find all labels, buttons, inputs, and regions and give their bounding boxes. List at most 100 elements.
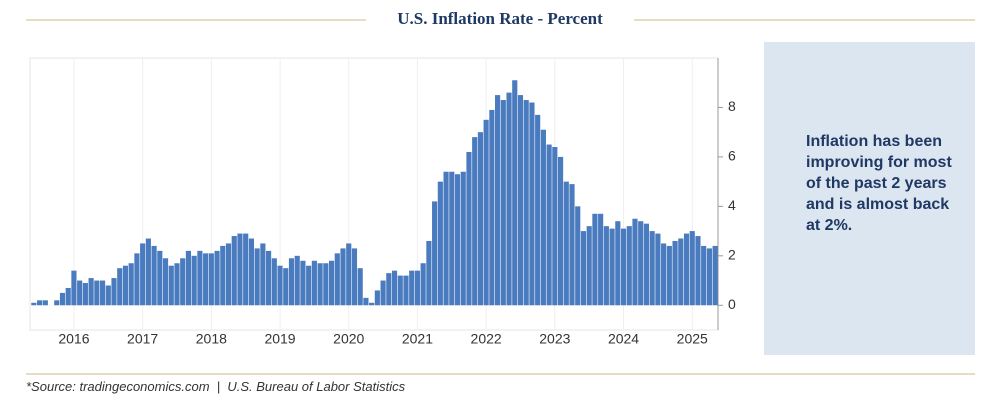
bar [598,213,604,306]
bar [82,283,88,306]
bar [695,236,701,306]
bar [174,263,180,306]
bar [214,250,220,306]
bar [409,270,415,306]
x-tick-label: 2016 [58,331,89,347]
bar [483,119,489,306]
bar [260,243,266,306]
bar [294,255,300,306]
bar [248,238,254,306]
bar [317,263,323,306]
bar [122,265,129,306]
bar [185,250,192,306]
bar [243,233,249,306]
bar [157,250,163,306]
bar [99,280,106,306]
bar [328,260,335,306]
x-tick-label: 2021 [402,331,433,347]
bar [529,102,535,306]
x-tick-label: 2019 [264,331,295,347]
bar [231,236,237,306]
bar [426,240,432,306]
x-tick-label: 2017 [127,331,158,347]
bar [495,95,501,306]
bar [535,114,541,306]
bar [288,258,295,306]
bar [54,300,60,306]
bar [546,144,552,306]
bar [346,243,352,306]
bar [506,92,512,306]
bar [180,258,186,306]
bar [277,265,283,306]
bar [683,233,690,306]
bar [649,231,655,306]
bar [300,260,306,306]
y-tick-label: 6 [728,148,736,164]
bar [357,268,363,306]
bar [500,100,506,306]
bar [512,80,518,306]
bar [609,228,615,306]
bar [666,245,672,306]
bar [220,245,226,306]
bar [65,287,71,306]
bar [380,280,386,306]
x-tick-label: 2022 [471,331,502,347]
bar [225,243,232,306]
bar [472,137,478,306]
bar [369,302,375,306]
bar [334,253,340,306]
bar [632,218,638,306]
x-tick-label: 2020 [333,331,364,347]
bar [517,95,524,306]
bar [420,263,426,306]
bar [403,275,409,306]
x-tick-label: 2024 [608,331,639,347]
bar [340,248,346,306]
bar [151,245,157,306]
bar [311,260,317,306]
bar [31,302,37,306]
y-tick-label: 2 [728,247,736,263]
bar [162,258,169,306]
bar [168,265,174,306]
bar [540,129,546,306]
bar [592,213,598,306]
bar [351,248,358,306]
bar [128,263,134,306]
bar [449,171,455,306]
bar [620,228,627,306]
annotation: Inflation has been improving for most of… [764,42,975,355]
bar [397,275,403,306]
bar [363,297,369,306]
bar [414,270,421,306]
bar [460,171,466,306]
bar [271,258,277,306]
bar [266,250,272,306]
bar [59,292,66,306]
bar [477,132,483,306]
source: *Source: tradingeconomics.com | U.S. Bur… [26,379,406,394]
bar [454,174,461,306]
bar [111,278,117,306]
bar [374,290,380,306]
bar [580,231,587,306]
x-tick-label: 2018 [196,331,227,347]
bar [37,300,43,306]
bar [586,226,592,306]
bar [437,181,443,306]
bar [323,263,329,306]
bar [432,201,438,306]
chart-title: U.S. Inflation Rate - Percent [397,9,603,28]
bar [712,245,718,306]
bar [386,273,392,306]
bar [94,280,100,306]
bar [563,181,569,306]
x-tick-label: 2023 [539,331,570,347]
bar [191,255,197,306]
bar [203,253,209,306]
bar [391,270,398,306]
bar [661,243,667,306]
